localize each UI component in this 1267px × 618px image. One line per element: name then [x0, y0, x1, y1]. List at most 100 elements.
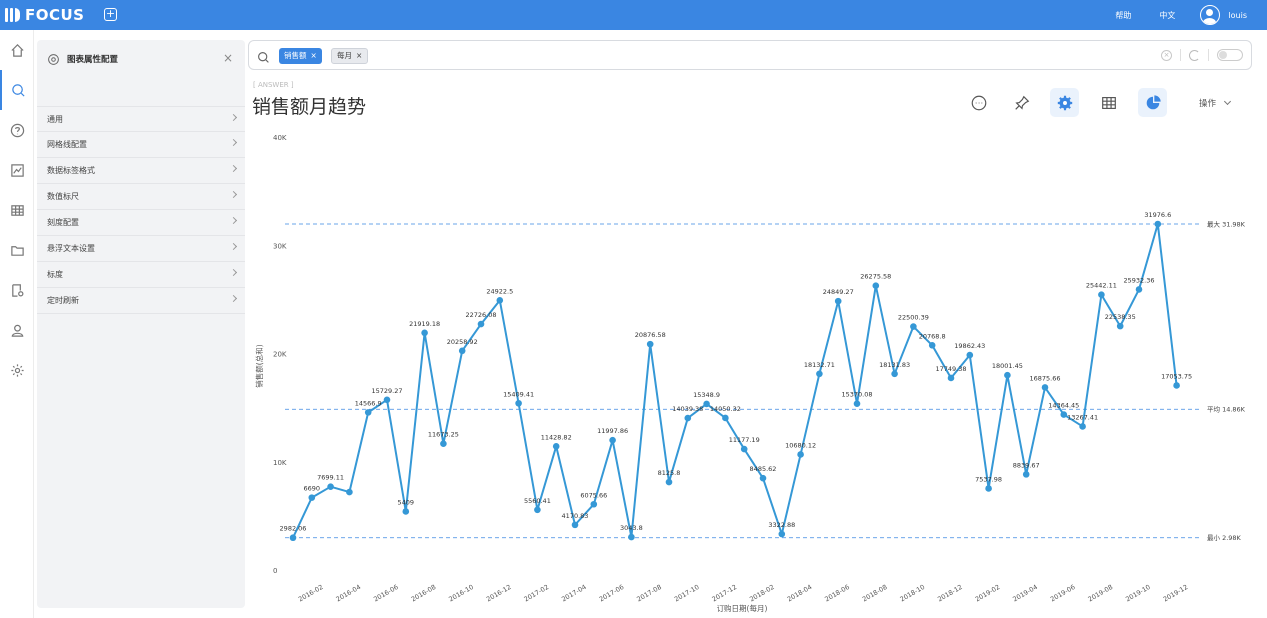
data-point — [628, 533, 635, 541]
avatar[interactable] — [1200, 5, 1221, 25]
data-point — [665, 478, 673, 486]
config-item-data-labels[interactable]: 数据标签格式 — [37, 158, 245, 184]
data-settings-icon[interactable] — [0, 270, 34, 310]
data-point — [308, 494, 316, 501]
x-tick-label: 2016-12 — [485, 583, 513, 604]
data-point — [477, 320, 485, 328]
user-icon[interactable] — [0, 310, 34, 350]
data-label: 18001.45 — [992, 362, 1023, 370]
data-label: 8485.62 — [750, 465, 777, 473]
dashboard-icon[interactable] — [0, 150, 34, 190]
chart-type-button[interactable] — [1138, 88, 1167, 117]
data-label: 18131.83 — [879, 361, 910, 369]
data-label: 8125.8 — [658, 469, 681, 477]
data-label: 11177.19 — [729, 436, 760, 444]
y-tick-label: 30K — [273, 242, 287, 250]
search-tag-period[interactable]: 每月 × — [331, 48, 369, 64]
reference-line-label: 最大 31.98K — [1207, 220, 1246, 229]
x-tick-label: 2016-02 — [297, 583, 325, 604]
y-tick-label: 10K — [273, 459, 287, 467]
y-tick-label: 40K — [273, 134, 287, 142]
data-point — [458, 347, 466, 355]
data-point — [1173, 382, 1180, 389]
operations-menu[interactable]: 操作 — [1199, 97, 1232, 109]
config-item-scale[interactable]: 标度 — [37, 262, 245, 288]
data-label: 22726.08 — [465, 311, 496, 319]
answer-tag: [ ANSWER ] — [253, 81, 294, 89]
auto-toggle[interactable] — [1217, 49, 1243, 61]
config-item-ticks[interactable]: 刻度配置 — [37, 210, 245, 236]
y-axis-title: 销售额(总和) — [254, 344, 264, 387]
x-tick-label: 2017-10 — [673, 583, 701, 604]
close-icon[interactable]: × — [222, 51, 233, 65]
data-label: 25442.11 — [1086, 282, 1117, 290]
user-name[interactable]: louis — [1228, 10, 1247, 20]
x-tick-label: 2019-10 — [1124, 583, 1152, 604]
data-label: 20768.8 — [919, 332, 946, 340]
data-label: 4170.83 — [562, 512, 589, 520]
top-bar: FOCUS + 帮助 中文 louis — [0, 0, 1267, 30]
refresh-icon[interactable] — [1189, 49, 1200, 61]
focus-logo-icon — [4, 6, 22, 24]
data-point — [327, 483, 334, 490]
data-point — [289, 534, 297, 542]
help-link[interactable]: 帮助 — [1115, 10, 1132, 20]
config-item-general[interactable]: 通用 — [37, 106, 245, 132]
table-icon[interactable] — [0, 190, 34, 230]
table-icon — [1101, 96, 1116, 109]
data-label: 11673.25 — [428, 431, 459, 439]
logo[interactable]: FOCUS — [4, 5, 85, 25]
language-switch[interactable]: 中文 — [1159, 10, 1176, 20]
reference-line-label: 最小 2.98K — [1207, 533, 1242, 542]
data-point — [1116, 322, 1124, 330]
close-icon[interactable]: × — [310, 51, 317, 60]
home-icon[interactable] — [0, 30, 34, 70]
close-icon[interactable]: × — [356, 51, 363, 60]
config-item-auto-refresh[interactable]: 定时刷新 — [37, 288, 245, 314]
table-view-button[interactable] — [1094, 88, 1123, 117]
settings-button[interactable] — [1050, 88, 1079, 117]
data-label: 22538.35 — [1105, 313, 1136, 321]
config-item-tooltip[interactable]: 悬浮文本设置 — [37, 236, 245, 262]
gear-icon[interactable] — [0, 350, 34, 390]
panel-title: 图表属性配置 — [67, 55, 119, 65]
config-item-label: 悬浮文本设置 — [47, 244, 95, 253]
config-menu: 通用 网格线配置 数据标签格式 数值标尺 刻度配置 悬浮文本设置 标度 定时刷新 — [37, 106, 245, 314]
data-point — [778, 530, 786, 538]
data-point — [552, 443, 560, 450]
y-tick-label: 0 — [273, 567, 277, 575]
data-point — [1004, 371, 1011, 379]
data-point — [1079, 423, 1086, 430]
search-icon[interactable] — [257, 49, 270, 68]
data-point — [364, 409, 372, 416]
search-bar[interactable]: 销售额 × 每月 × × — [248, 40, 1252, 70]
data-label: 3043.8 — [620, 524, 643, 532]
config-item-gridlines[interactable]: 网格线配置 — [37, 132, 245, 158]
gear-icon — [48, 53, 59, 65]
data-label: 26275.58 — [860, 273, 891, 281]
pin-button[interactable] — [1007, 88, 1036, 117]
data-label: 10680.12 — [785, 441, 816, 449]
data-point — [609, 436, 616, 444]
left-rail — [0, 30, 34, 618]
data-label: 18132.71 — [804, 361, 835, 369]
new-tab-button[interactable]: + — [104, 7, 117, 21]
comment-button[interactable] — [964, 88, 993, 117]
data-point — [346, 488, 353, 496]
data-point — [985, 485, 992, 492]
search-actions: × — [1161, 49, 1243, 61]
search-icon[interactable] — [0, 70, 34, 110]
search-tag-measure[interactable]: 销售额 × — [279, 48, 322, 64]
data-label: 7537.98 — [975, 475, 1002, 483]
data-point — [834, 297, 842, 305]
help-icon[interactable] — [0, 110, 34, 150]
chart-config-panel: 图表属性配置 × 通用 网格线配置 数据标签格式 数值标尺 刻度配置 悬浮文本设… — [37, 40, 245, 608]
data-point — [571, 521, 579, 529]
folder-icon[interactable] — [0, 230, 34, 270]
data-label: 20876.58 — [635, 331, 666, 339]
clear-icon[interactable]: × — [1161, 49, 1172, 61]
x-tick-label: 2018-06 — [823, 583, 851, 604]
data-label: 15370.08 — [841, 391, 872, 399]
config-item-value-scale[interactable]: 数值标尺 — [37, 184, 245, 210]
data-point — [534, 506, 541, 514]
